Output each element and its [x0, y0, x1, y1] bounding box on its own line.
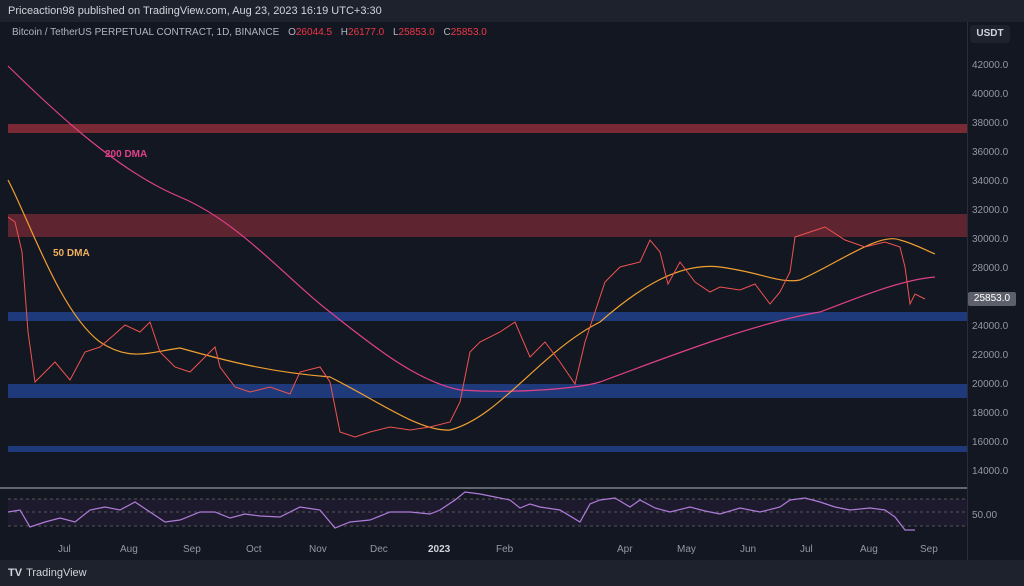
- current-price-tag: 25853.0: [968, 292, 1016, 306]
- resistance-zone-38000: [8, 124, 967, 133]
- symbol-name: Bitcoin / TetherUS PERPETUAL CONTRACT, 1…: [12, 27, 280, 38]
- ma50-line: [7, 179, 936, 431]
- chart-area[interactable]: Bitcoin / TetherUS PERPETUAL CONTRACT, 1…: [0, 22, 1024, 560]
- support-zone-24500: [8, 312, 967, 321]
- annotation-200dma: 200 DMA: [105, 149, 148, 160]
- brand-name: TradingView: [26, 567, 87, 579]
- price-axis[interactable]: [967, 22, 1024, 560]
- price-line: [7, 216, 926, 438]
- tradingview-logo-icon: TV: [8, 567, 23, 579]
- symbol-legend: Bitcoin / TetherUS PERPETUAL CONTRACT, 1…: [12, 27, 487, 38]
- ohlc-open: 26044.5: [295, 27, 333, 38]
- ma200-line: [7, 65, 936, 392]
- currency-button[interactable]: USDT: [970, 25, 1010, 43]
- rsi-mid-label: 50.00: [972, 510, 998, 521]
- support-zone-15500: [8, 446, 967, 452]
- publish-header: Priceaction98 published on TradingView.c…: [0, 0, 1024, 22]
- publish-info: Priceaction98 published on TradingView.c…: [8, 5, 382, 17]
- resistance-zone-31000: [8, 214, 967, 237]
- ohlc-high: 26177.0: [348, 27, 385, 38]
- ohlc-low: 25853.0: [398, 27, 435, 38]
- ohlc-close: 25853.0: [450, 27, 487, 38]
- rsi-line: [7, 491, 915, 531]
- annotation-50dma: 50 DMA: [53, 248, 90, 259]
- price-chart: [0, 65, 967, 531]
- tradingview-footer: TV TradingView: [8, 567, 87, 579]
